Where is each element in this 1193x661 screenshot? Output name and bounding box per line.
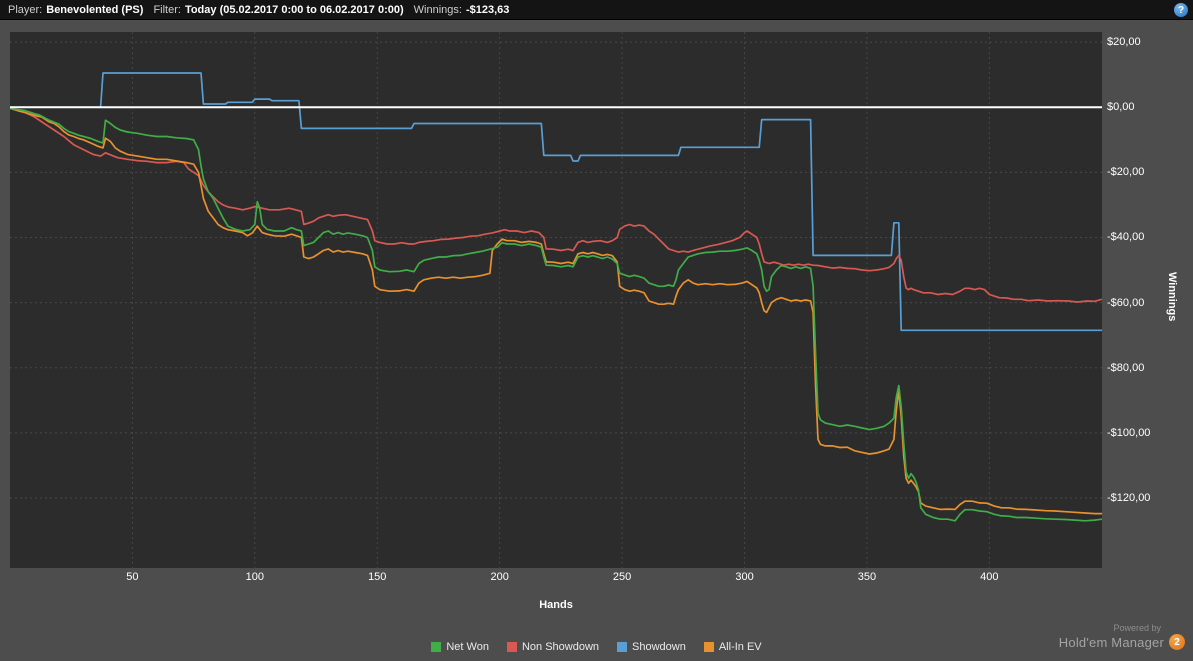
filter-value: Today (05.02.2017 0:00 to 06.02.2017 0:0… <box>184 3 404 16</box>
player-label: Player: <box>8 3 43 16</box>
legend-label: Non Showdown <box>521 641 600 653</box>
legend-item-net-won: Net Won <box>431 641 489 653</box>
legend-swatch <box>703 642 714 652</box>
status-bar: Player: Benevolented (PS) Filter: Today … <box>0 0 1193 20</box>
legend-label: All-In EV <box>718 641 762 653</box>
legend-item-showdown: Showdown <box>617 641 686 653</box>
graph-canvas <box>10 32 1102 568</box>
filter-label: Filter: <box>153 3 181 16</box>
x-tick-label: 200 <box>490 571 509 583</box>
series-line-all-in-ev <box>10 107 1102 515</box>
x-tick-label: 400 <box>980 571 999 583</box>
x-tick-label: 100 <box>245 571 264 583</box>
legend-item-non-showdown: Non Showdown <box>506 641 600 653</box>
help-icon[interactable]: ? <box>1174 3 1188 17</box>
winnings-label: Winnings: <box>413 3 462 16</box>
winnings-graph <box>10 32 1102 568</box>
y-tick-label: -$100,00 <box>1107 426 1151 439</box>
player-value: Benevolented (PS) <box>46 3 144 16</box>
y-tick-label: -$80,00 <box>1107 361 1145 374</box>
legend-swatch <box>506 642 517 652</box>
app-name-text: Hold'em Manager <box>1058 634 1164 650</box>
winnings-value: -$123,63 <box>465 3 510 16</box>
chart-legend: Net Won Non Showdown Showdown All-In EV <box>0 641 1193 653</box>
series-line-net-won <box>10 107 1102 522</box>
hm2-logo-icon: 2 <box>1169 634 1185 650</box>
legend-label: Net Won <box>446 641 489 653</box>
y-tick-label: -$40,00 <box>1107 231 1145 244</box>
x-tick-label: 50 <box>126 571 139 583</box>
series-line-showdown <box>10 72 1102 332</box>
y-tick-label: $20,00 <box>1107 36 1141 49</box>
legend-swatch <box>431 642 442 652</box>
branding: Powered by Hold'em Manager 2 <box>1059 623 1185 650</box>
legend-item-all-in-ev: All-In EV <box>703 641 762 653</box>
y-tick-label: -$60,00 <box>1107 296 1145 309</box>
y-tick-label: $0,00 <box>1107 101 1135 114</box>
y-axis-title: Winnings <box>1166 272 1178 322</box>
legend-swatch <box>617 642 628 652</box>
x-tick-label: 150 <box>368 571 387 583</box>
x-tick-label: 250 <box>612 571 632 583</box>
legend-label: Showdown <box>632 641 686 653</box>
x-axis-title: Hands <box>539 599 573 611</box>
y-tick-label: -$120,00 <box>1107 491 1151 504</box>
powered-by-text: Powered by <box>1113 623 1161 633</box>
y-tick-label: -$20,00 <box>1107 166 1145 179</box>
x-tick-label: 300 <box>735 571 754 583</box>
x-tick-label: 350 <box>857 571 877 583</box>
series-line-non-showdown <box>10 107 1102 303</box>
